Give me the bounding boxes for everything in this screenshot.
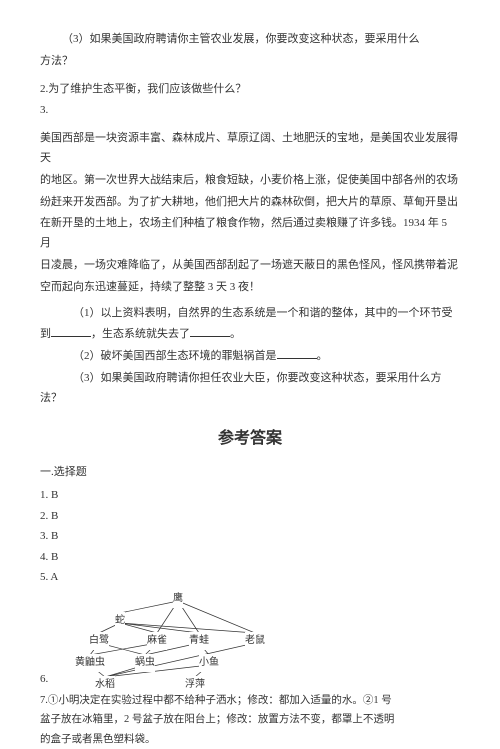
q7-line2: 盆子放在冰箱里，2 号盆子放在阳台上；修改：放置方法不变，都罩上不透明 — [40, 711, 460, 729]
passage-p3: 纷赶来开发西部。为了扩大耕地，他们把大片的森林砍倒，把大片的草原、草甸开垦出 — [40, 193, 460, 213]
passage-p1: 美国西部是一块资源丰富、森林成片、草原辽阔、土地肥沃的宝地，是美国农业发展得天 — [40, 129, 460, 169]
sub-q2-end: 。 — [317, 350, 328, 362]
passage-p6: 空而起向东迅速蔓延，持续了整整 3 天 3 夜！ — [40, 278, 460, 298]
passage-p2: 的地区。第一次世界大战结束后，粮食短缺，小麦价格上涨，促使美国中部各州的农场 — [40, 171, 460, 191]
answer-1: 1. B — [40, 487, 460, 504]
blank-3 — [277, 347, 317, 359]
passage-p4: 在新开垦的土地上，农场主们种植了粮食作物，然后通过卖粮赚了许多钱。1934 年 … — [40, 214, 460, 254]
node-she: 蛇 — [115, 612, 125, 630]
sub-q1b: 到 ，生态系统就失去了 。 — [40, 325, 460, 345]
sub-q1a: （1）以上资料表明，自然界的生态系统是一个和谐的整体，其中的一个环节受 — [40, 304, 460, 324]
node-laoshu: 老鼠 — [245, 632, 265, 650]
passage-p5: 日凌晨，一场灾难降临了，从美国西部刮起了一场遮天蔽日的黑色怪风，怪风携带着泥 — [40, 256, 460, 276]
answer-2: 2. B — [40, 508, 460, 525]
q1-sub3: （3）如果美国政府聘请你主管农业发展，你要改变这种状态，要采用什么 — [40, 30, 460, 50]
node-shuidao: 水稻 — [95, 676, 115, 694]
sub-q1b-pre: 到 — [40, 328, 51, 340]
q1-sub3b: 方法？ — [40, 52, 460, 72]
node-xiaoyu: 小鱼 — [199, 654, 219, 672]
node-wuchong: 蜗虫 — [135, 654, 155, 672]
node-fuping: 浮萍 — [185, 676, 205, 694]
node-ying: 鹰 — [173, 590, 183, 608]
sub-q1b-post: ，生态系统就失去了 — [91, 328, 190, 340]
node-maque: 麻雀 — [147, 632, 167, 650]
answer-5: 5. A — [40, 569, 460, 586]
blank-2 — [190, 325, 230, 337]
sub-q2: （2）破坏美国西部生态环境的罪魁祸首是 。 — [40, 347, 460, 367]
blank-1 — [51, 325, 91, 337]
node-huangyouchong: 黄鼬虫 — [75, 654, 105, 672]
answer-4: 4. B — [40, 549, 460, 566]
section-heading: 一.选择题 — [40, 463, 460, 483]
food-web-diagram: 鹰蛇白鹭麻雀青蛙老鼠黄鼬虫蜗虫小鱼水稻浮萍 — [55, 590, 285, 690]
node-qingwa: 青蛙 — [189, 632, 209, 650]
sub-q3: （3）如果美国政府聘请你担任农业大臣，你要改变这种状态，要采用什么方法？ — [40, 369, 460, 409]
q3-num: 3. — [40, 101, 460, 121]
sub-q1b-end: 。 — [230, 328, 241, 340]
answer-3: 3. B — [40, 528, 460, 545]
sub-q2-pre: （2）破坏美国西部生态环境的罪魁祸首是 — [73, 350, 277, 362]
answer-title: 参考答案 — [40, 425, 460, 454]
node-bailu: 白鹭 — [89, 632, 109, 650]
q7-line3: 的盒子或者黑色塑料袋。 — [40, 731, 460, 749]
q2-intro: 2.为了维护生态平衡，我们应该做些什么？ — [40, 80, 460, 100]
q6-num: 6. — [40, 670, 55, 690]
